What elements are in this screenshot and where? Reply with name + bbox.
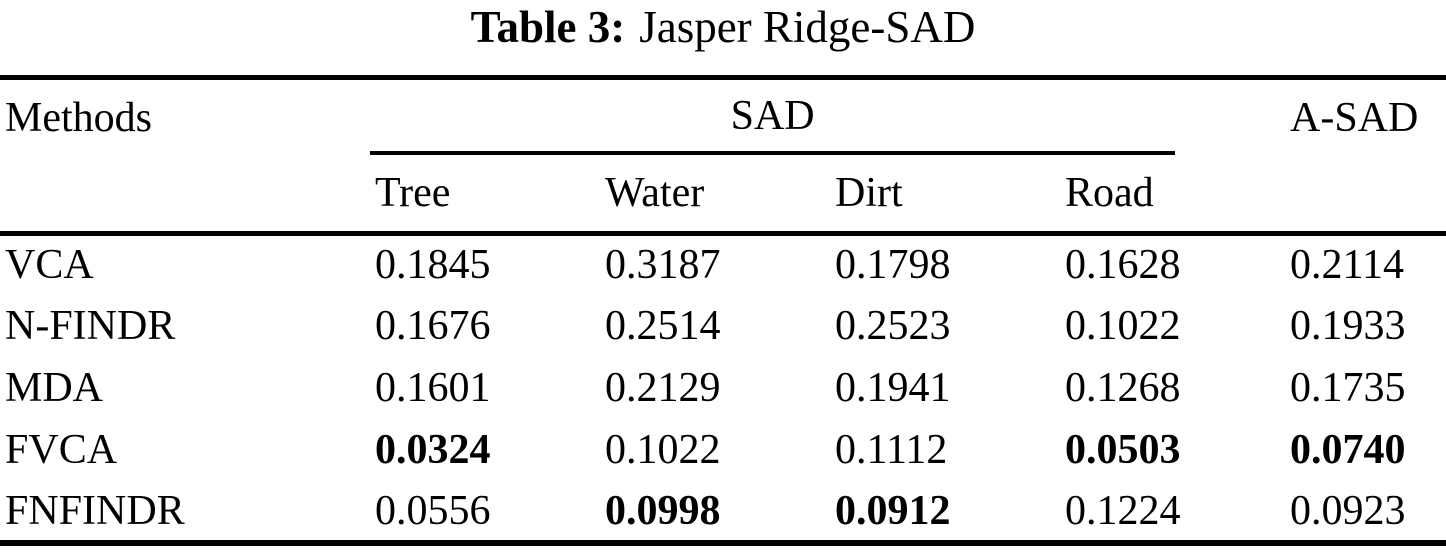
value-road: 0.1224 <box>1065 487 1181 534</box>
method-label: N-FINDR <box>5 303 176 349</box>
value-tree: 0.0556 <box>375 487 491 534</box>
sub-header-tree: Tree <box>375 169 451 216</box>
table-caption: Table 3: Jasper Ridge-SAD <box>0 0 1446 75</box>
results-table: Methods SAD A-SAD Tree Water Dirt Road V… <box>0 75 1446 546</box>
method-label: FVCA <box>5 427 118 473</box>
value-road: 0.1268 <box>1065 365 1181 411</box>
method-label: MDA <box>5 365 104 411</box>
table-row: N-FINDR 0.1676 0.2514 0.2523 0.1022 0.1933 <box>0 295 1446 357</box>
table-body: VCA 0.1845 0.3187 0.1798 0.1628 0.2114 N-FINDR… <box>0 233 1446 543</box>
method-label: FNFINDR <box>5 487 185 534</box>
value-tree: 0.1845 <box>375 242 491 289</box>
header-sad-group: SAD <box>370 78 1285 155</box>
value-dirt: 0.1112 <box>835 427 948 473</box>
value-asad: 0.0740 <box>1290 427 1406 473</box>
value-water: 0.1022 <box>605 427 721 473</box>
table-caption-title: Jasper Ridge-SAD <box>639 2 976 52</box>
value-dirt: 0.1798 <box>835 242 951 289</box>
method-label: VCA <box>5 242 94 289</box>
value-water: 0.2129 <box>605 365 721 411</box>
header-sad-group-label: SAD <box>730 92 815 139</box>
value-road: 0.1628 <box>1065 242 1181 289</box>
sub-header-row: Tree Water Dirt Road <box>0 155 1446 233</box>
sad-group-rule: SAD <box>370 80 1176 155</box>
table-row: FVCA 0.0324 0.1022 0.1112 0.0503 0.0740 <box>0 419 1446 481</box>
table-row: MDA 0.1601 0.2129 0.1941 0.1268 0.1735 <box>0 357 1446 419</box>
value-road: 0.1022 <box>1065 303 1181 349</box>
sub-header-dirt: Dirt <box>835 169 903 216</box>
sub-header-water: Water <box>605 169 705 216</box>
table-row: FNFINDR 0.0556 0.0998 0.0912 0.1224 0.0923 <box>0 481 1446 543</box>
value-tree: 0.1601 <box>375 365 491 411</box>
value-asad: 0.1933 <box>1290 303 1406 349</box>
table-row: VCA 0.1845 0.3187 0.1798 0.1628 0.2114 <box>0 233 1446 295</box>
value-tree: 0.0324 <box>375 427 491 473</box>
value-asad: 0.2114 <box>1290 242 1404 289</box>
group-header-row: Methods SAD A-SAD <box>0 78 1446 155</box>
value-asad: 0.0923 <box>1290 487 1406 534</box>
value-dirt: 0.0912 <box>835 487 951 534</box>
sub-header-empty-asad <box>1285 155 1446 233</box>
value-dirt: 0.2523 <box>835 303 951 349</box>
header-methods: Methods <box>5 94 152 141</box>
value-water: 0.2514 <box>605 303 721 349</box>
value-road: 0.0503 <box>1065 427 1181 473</box>
value-water: 0.0998 <box>605 487 721 534</box>
value-asad: 0.1735 <box>1290 365 1406 411</box>
table-caption-label: Table 3: <box>470 2 626 52</box>
sub-header-road: Road <box>1065 169 1154 216</box>
value-water: 0.3187 <box>605 242 721 289</box>
header-asad: A-SAD <box>1290 94 1419 141</box>
sub-header-empty-methods <box>0 155 370 233</box>
value-tree: 0.1676 <box>375 303 491 349</box>
value-dirt: 0.1941 <box>835 365 951 411</box>
